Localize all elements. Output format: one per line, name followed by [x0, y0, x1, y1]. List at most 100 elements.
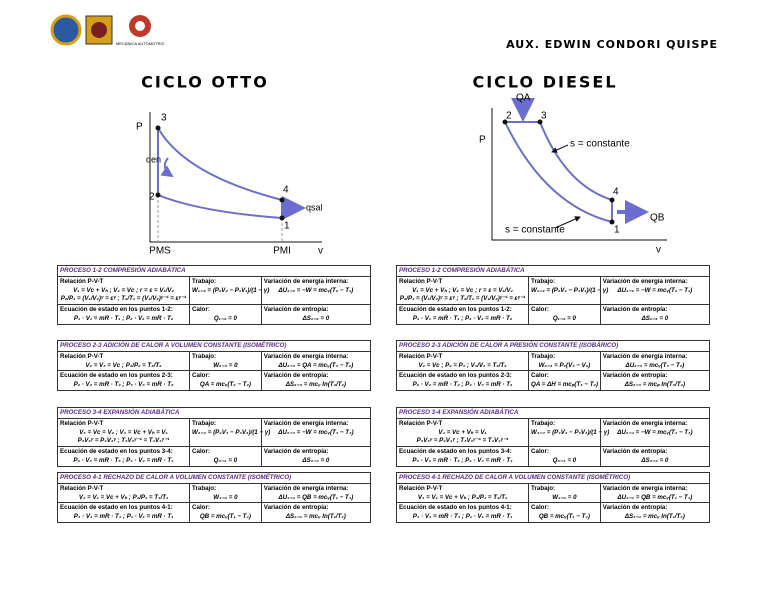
table-row: Ecuación de estado en los puntos 3-4: P₃ …	[397, 447, 709, 466]
table-title: PROCESO 3-4 EXPANSIÓN ADIABÁTICA	[397, 408, 709, 419]
axis-label: P	[479, 135, 486, 146]
table-cell: Variación de entropía: ΔS₁₋₂ = 0	[260, 305, 370, 324]
cell-label: Variación de entropía:	[602, 504, 668, 512]
table-cell: Variación de entropía: ΔS₂₋₃ = mcᵥ ln(T₃/…	[260, 371, 370, 390]
cell-label: Trabajo:	[192, 484, 217, 492]
point-label: 3	[161, 113, 167, 124]
table-row: Ecuación de estado en los puntos 4-1: P₄ …	[58, 503, 370, 522]
process-table: PROCESO 1-2 COMPRESIÓN ADIABÁTICA Relació…	[396, 265, 710, 325]
table-cell: Trabajo: W₃₋₄ = (P₄V₄ − P₃V₃)/(1 − γ)	[528, 418, 609, 446]
axis-label: P	[136, 122, 143, 133]
formula: V₂ = V₃ = Vc ; P₃/P₂ = T₃/T₂	[85, 361, 162, 369]
table-cell: Variación de energía interna: ΔU₃₋₄ = −W …	[260, 418, 370, 446]
table-row: Relación P-V-T V₃ = Vc = V₂ ; V₄ = Vc + V…	[58, 418, 370, 447]
cell-label: Calor:	[531, 306, 549, 313]
formula: ΔU₃₋₄ = −W = mcᵥ(T₄ − T₃)	[617, 428, 693, 436]
table-title: PROCESO 2-3 ADICIÓN DE CALOR A PRESIÓN C…	[397, 341, 709, 352]
formula: W₂₋₃ = P₂(V₃ − V₂)	[538, 361, 591, 369]
cell-label: Trabajo:	[192, 277, 217, 285]
formula: P₂ · V₂ = mR · T₂ ; P₃ · V₃ = mR · T₃	[73, 381, 174, 388]
cell-label: Calor:	[531, 504, 549, 512]
cell-label: Variación de energía interna:	[602, 277, 688, 285]
table-cell: Ecuación de estado en los puntos 2-3: P₂ …	[397, 371, 528, 390]
table-row: Ecuación de estado en los puntos 2-3: P₂ …	[397, 371, 709, 390]
cell-label: Trabajo:	[531, 419, 556, 427]
table-cell: Relación P-V-T V₃ = Vc = V₂ ; V₄ = Vc + V…	[58, 419, 189, 446]
table-cell: Ecuación de estado en los puntos 3-4: P₃ …	[397, 447, 528, 466]
point-label: 4	[283, 185, 289, 196]
heat-label: qen	[146, 154, 161, 164]
formula: W₁₋₂ = (P₂V₂ − P₁V₁)/(1 − γ)	[192, 286, 270, 294]
formula: P₁ · V₁ = mR · T₁ ; P₂ · V₂ = mR · T₂	[412, 314, 513, 322]
table-cell: Variación de energía interna: ΔU₂₋₃ = QA …	[260, 351, 370, 371]
cell-label: Variación de entropía:	[602, 448, 668, 455]
formula: QA = ΔH = mcₚ(T₃ − T₂)	[531, 381, 598, 388]
table-title: PROCESO 1-2 COMPRESIÓN ADIABÁTICA	[58, 266, 370, 277]
process-table: PROCESO 1-2 COMPRESIÓN ADIABÁTICA Relació…	[57, 265, 371, 325]
table-title: PROCESO 3-4 EXPANSIÓN ADIABÁTICA	[58, 408, 370, 419]
cell-label: Variación de entropía:	[602, 306, 668, 313]
formula: V₁ = Vc + Vₕ ; V₂ = Vc ; r = ε = V₁/V₂	[412, 286, 513, 294]
formula: P₁ · V₁ = mR · T₁ ; P₂ · V₂ = mR · T₂	[73, 314, 174, 322]
cell-label: Ecuación de estado en los puntos 2-3:	[60, 372, 173, 380]
table-row: Ecuación de estado en los puntos 3-4: P₃ …	[58, 447, 370, 466]
annotation: s = constante	[505, 225, 565, 236]
formula: ΔS₂₋₃ = mcₚ ln(T₃/T₂)	[624, 381, 686, 388]
cell-label: Variación de energía interna:	[263, 484, 349, 492]
table-cell: Variación de entropía: ΔS₃₋₄ = 0	[599, 447, 709, 466]
point-label: 2	[506, 111, 512, 122]
cell-label: Trabajo:	[531, 484, 556, 492]
point-label: 1	[284, 221, 290, 232]
formula: W₄₋₁ = 0	[213, 493, 238, 501]
formula: ΔS₂₋₃ = mcᵥ ln(T₃/T₂)	[285, 381, 346, 388]
formula: ΔU₃₋₄ = −W = mcᵥ(T₄ − T₃)	[278, 428, 354, 436]
table-row: Relación P-V-T V₄ = V₁ = Vc + Vₕ ; P₄/P₁ …	[397, 483, 709, 504]
cell-label: Variación de energía interna:	[263, 419, 349, 427]
table-cell: Ecuación de estado en los puntos 4-1: P₄ …	[397, 503, 528, 522]
point-label: 1	[614, 225, 620, 236]
table-row: Ecuación de estado en los puntos 2-3: P₂ …	[58, 371, 370, 390]
formula: P₃V₃ᵞ = P₄V₄ᵞ ; T₃V₃ᵞ⁻¹ = T₄V₄ᵞ⁻¹	[77, 437, 170, 445]
process-table: PROCESO 2-3 ADICIÓN DE CALOR A VOLUMEN C…	[57, 340, 371, 391]
formula: ΔS₃₋₄ = 0	[641, 456, 669, 464]
table-title: PROCESO 4-1 RECHAZO DE CALOR A VOLUMEN C…	[58, 473, 370, 484]
cell-label: Calor:	[192, 504, 210, 512]
cell-label: Calor:	[192, 448, 210, 455]
cell-label: Trabajo:	[531, 352, 556, 360]
table-row: Relación P-V-T V₂ = V₃ = Vc ; P₃/P₂ = T₃/…	[58, 351, 370, 372]
table-cell: Calor: Q₁₋₂ = 0	[189, 305, 261, 324]
cell-label: Ecuación de estado en los puntos 3-4:	[60, 448, 173, 455]
cell-label: Trabajo:	[531, 277, 556, 285]
formula: ΔS₄₋₁ = mcᵥ ln(T₁/T₄)	[624, 513, 685, 520]
cell-label: Relación P-V-T	[60, 419, 104, 427]
cell-label: Relación P-V-T	[399, 419, 443, 427]
cell-label: Ecuación de estado en los puntos 1-2:	[60, 306, 173, 313]
table-cell: Calor: QA = ΔH = mcₚ(T₃ − T₂)	[528, 371, 600, 390]
cell-label: Variación de energía interna:	[602, 484, 688, 492]
table-cell: Variación de energía interna: ΔU₁₋₂ = −W …	[260, 276, 370, 304]
formula: P₂/P₁ = (V₁/V₂)ᵞ = εᵞ ; T₂/T₁ = (V₁/V₂)ᵞ…	[399, 295, 526, 303]
formula: ΔU₁₋₂ = −W = mcᵥ(T₂ − T₁)	[617, 286, 693, 294]
cell-label: Calor:	[192, 372, 210, 380]
table-cell: Calor: QB = mcᵥ(T₁ − T₄)	[528, 503, 600, 522]
formula: Q₁₋₂ = 0	[213, 314, 237, 322]
cell-label: Variación de entropía:	[263, 448, 329, 455]
formula: W₂₋₃ = 0	[213, 361, 238, 369]
table-cell: Calor: Q₁₋₂ = 0	[528, 305, 600, 324]
table-cell: Ecuación de estado en los puntos 1-2: P₁ …	[397, 305, 528, 324]
formula: V₃ = Vc = V₂ ; V₄ = Vc + Vₕ = V₁	[79, 428, 168, 436]
formula: ΔU₄₋₁ = QB = mcᵥ(T₁ − T₄)	[617, 493, 693, 501]
formula: ΔU₁₋₂ = −W = mcᵥ(T₂ − T₁)	[278, 286, 354, 294]
formula: ΔS₁₋₂ = 0	[641, 314, 669, 322]
cell-label: Calor:	[531, 372, 549, 380]
formula: P₃ · V₃ = mR · T₃ ; P₄ · V₄ = mR · T₄	[73, 456, 174, 464]
table-cell: Trabajo: W₂₋₃ = 0	[189, 351, 261, 371]
process-table: PROCESO 2-3 ADICIÓN DE CALOR A PRESIÓN C…	[396, 340, 710, 391]
formula: Q₃₋₄ = 0	[213, 456, 238, 464]
table-cell: Trabajo: W₁₋₂ = (P₂V₂ − P₁V₁)/(1 − γ)	[528, 276, 608, 304]
formula: P₂ · V₂ = mR · T₂ ; P₃ · V₃ = mR · T₃	[412, 381, 513, 388]
table-cell: Ecuación de estado en los puntos 1-2: P₁ …	[58, 305, 189, 324]
table-cell: Trabajo: W₃₋₄ = (P₄V₄ − P₃V₃)/(1 − γ)	[189, 418, 270, 446]
formula: V₄ = V₁ = Vc + Vₕ ; P₄/P₁ = T₄/T₁	[417, 493, 508, 501]
